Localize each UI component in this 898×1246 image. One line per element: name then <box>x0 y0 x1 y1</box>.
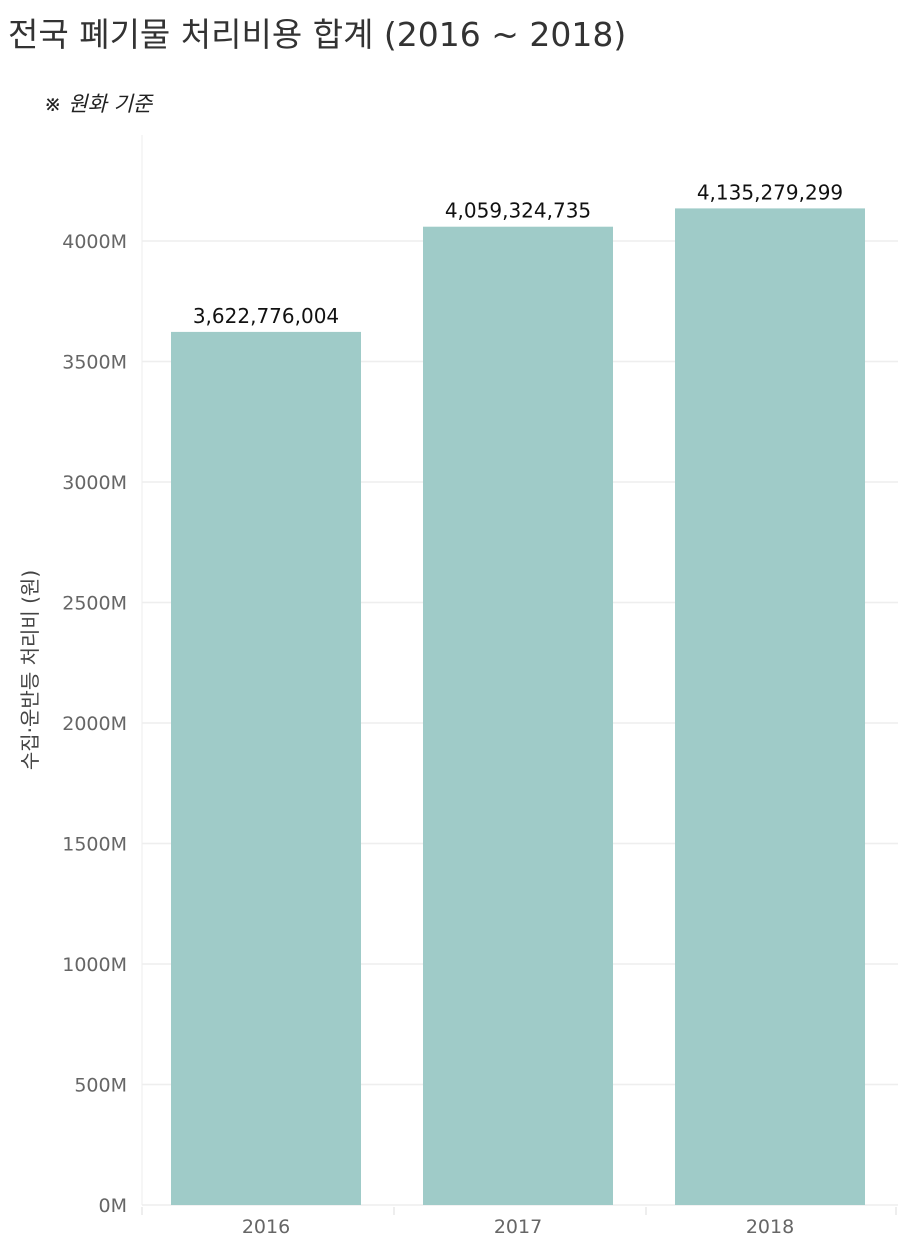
x-tick-label: 2016 <box>242 1216 290 1238</box>
y-axis-label: 수집·운반등 처리비 (원) <box>18 570 42 770</box>
y-tick-label: 4000M <box>62 231 127 253</box>
bar-2018 <box>675 208 865 1205</box>
y-tick-label: 3000M <box>62 472 127 494</box>
y-axis-ticks: 0M 500M 1000M 1500M 2000M 2500M 3000M 3500M 4000… <box>62 231 127 1217</box>
x-tick-label: 2017 <box>494 1216 542 1238</box>
y-tick-label: 3500M <box>62 352 127 374</box>
x-tick-label: 2018 <box>746 1216 794 1238</box>
x-axis-ticks: 2016 2017 2018 <box>141 1207 897 1238</box>
y-tick-label: 2500M <box>62 593 127 615</box>
data-label-2018: 4,135,279,299 <box>697 180 843 204</box>
data-labels: 3,622,776,004 4,059,324,735 4,135,279,299 <box>193 180 843 328</box>
bars <box>171 208 865 1205</box>
chart-subtitle: ※ 원화 기준 <box>44 92 153 116</box>
y-tick-label: 1000M <box>62 954 127 976</box>
bar-2016 <box>171 331 361 1205</box>
bar-2017 <box>423 226 613 1205</box>
y-tick-label: 2000M <box>62 713 127 735</box>
data-label-2016: 3,622,776,004 <box>193 304 339 328</box>
y-tick-label: 500M <box>74 1075 127 1097</box>
chart-title: 전국 폐기물 처리비용 합계 (2016 ~ 2018) <box>8 15 627 54</box>
y-tick-label: 1500M <box>62 834 127 856</box>
y-tick-label: 0M <box>99 1195 127 1217</box>
data-label-2017: 4,059,324,735 <box>445 199 591 223</box>
